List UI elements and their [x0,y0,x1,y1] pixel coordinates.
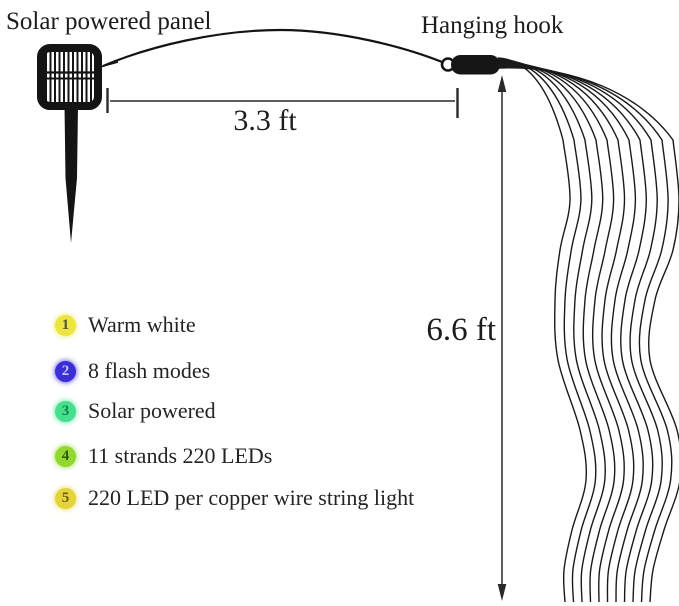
vertical-drop-value: 6.6 ft [426,312,496,348]
solar-panel-label: Solar powered panel [6,8,212,35]
feature-item-flash-modes: 2 8 flash modes [55,358,210,384]
hanging-hook-label: Hanging hook [421,12,564,39]
connecting-wire [102,28,448,68]
vertical-measurement [497,75,507,601]
numbered-bullet-icon: 5 [55,487,76,509]
ground-stake [64,106,78,243]
numbered-bullet-icon: 3 [55,400,76,422]
feature-item-warm-white: 1 Warm white [55,312,196,338]
feature-label: 8 flash modes [88,358,211,383]
feature-label: Warm white [88,312,196,337]
numbered-bullet-icon: 2 [55,360,76,382]
feature-label: 220 LED per copper wire string light [88,485,415,510]
numbered-bullet-icon: 1 [55,314,76,336]
feature-item-solar-powered: 3 Solar powered [55,398,216,424]
solar-panel [37,44,102,110]
led-strand-bundle [497,57,679,603]
horizontal-measurement [106,88,459,118]
horizontal-span-value: 3.3 ft [233,104,297,137]
feature-item-led-count: 5 220 LED per copper wire string light [55,485,414,511]
feature-label: Solar powered [88,398,216,423]
numbered-bullet-icon: 4 [55,445,76,467]
feature-item-strands: 4 11 strands 220 LEDs [55,443,272,469]
hanging-hook-body [451,55,500,75]
feature-label: 11 strands 220 LEDs [88,443,273,468]
